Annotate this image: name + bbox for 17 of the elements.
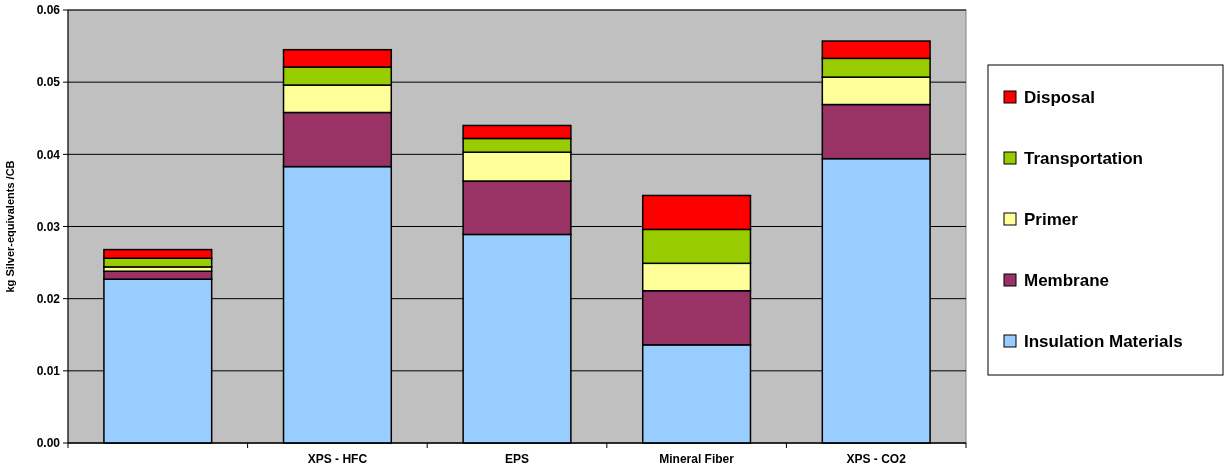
- x-tick-label: XPS - CO2: [846, 452, 907, 466]
- legend-label: Disposal: [1024, 87, 1095, 107]
- y-tick-label: 0.06: [36, 3, 61, 18]
- legend-label: Membrane: [1024, 270, 1110, 290]
- x-tick-label: XPS - HFC: [307, 452, 368, 466]
- x-tick-label: EPS: [504, 452, 530, 466]
- y-tick-label: 0.01: [36, 364, 61, 379]
- y-tick-label: 0.04: [36, 147, 61, 162]
- legend-label: Primer: [1024, 209, 1079, 229]
- x-tick-label: Mineral Fiber: [659, 452, 735, 466]
- legend-label: Insulation Materials: [1024, 331, 1183, 351]
- y-tick-label: 0.00: [36, 436, 61, 451]
- y-tick-label: 0.02: [36, 291, 61, 306]
- y-axis-title: kg Silver-equivalents /CB: [4, 160, 16, 293]
- legend-label: Transportation: [1024, 148, 1144, 168]
- y-tick-label: 0.03: [36, 219, 61, 234]
- y-tick-label: 0.05: [36, 75, 61, 90]
